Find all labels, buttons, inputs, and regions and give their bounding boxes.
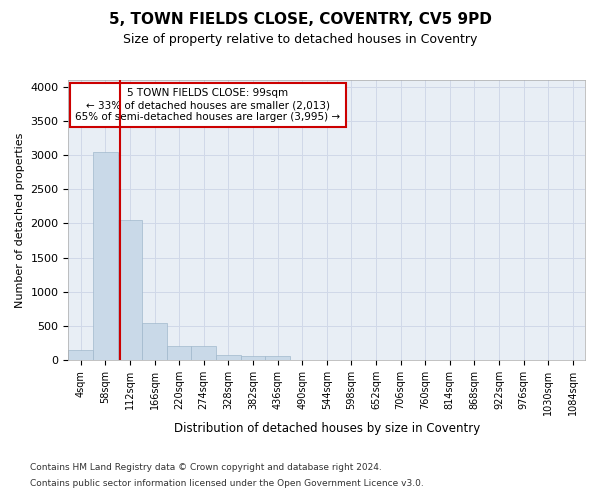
Text: Size of property relative to detached houses in Coventry: Size of property relative to detached ho… — [123, 32, 477, 46]
Y-axis label: Number of detached properties: Number of detached properties — [15, 132, 25, 308]
Text: Contains public sector information licensed under the Open Government Licence v3: Contains public sector information licen… — [30, 478, 424, 488]
Text: 5 TOWN FIELDS CLOSE: 99sqm
← 33% of detached houses are smaller (2,013)
65% of s: 5 TOWN FIELDS CLOSE: 99sqm ← 33% of deta… — [76, 88, 340, 122]
Bar — [241, 356, 265, 360]
X-axis label: Distribution of detached houses by size in Coventry: Distribution of detached houses by size … — [173, 422, 480, 435]
Bar — [265, 356, 290, 360]
Bar — [68, 350, 93, 360]
Bar — [142, 322, 167, 360]
Bar — [216, 355, 241, 360]
Bar — [191, 346, 216, 360]
Bar — [118, 220, 142, 360]
Bar — [167, 346, 191, 360]
Text: Contains HM Land Registry data © Crown copyright and database right 2024.: Contains HM Land Registry data © Crown c… — [30, 464, 382, 472]
Text: 5, TOWN FIELDS CLOSE, COVENTRY, CV5 9PD: 5, TOWN FIELDS CLOSE, COVENTRY, CV5 9PD — [109, 12, 491, 28]
Bar — [93, 152, 118, 360]
